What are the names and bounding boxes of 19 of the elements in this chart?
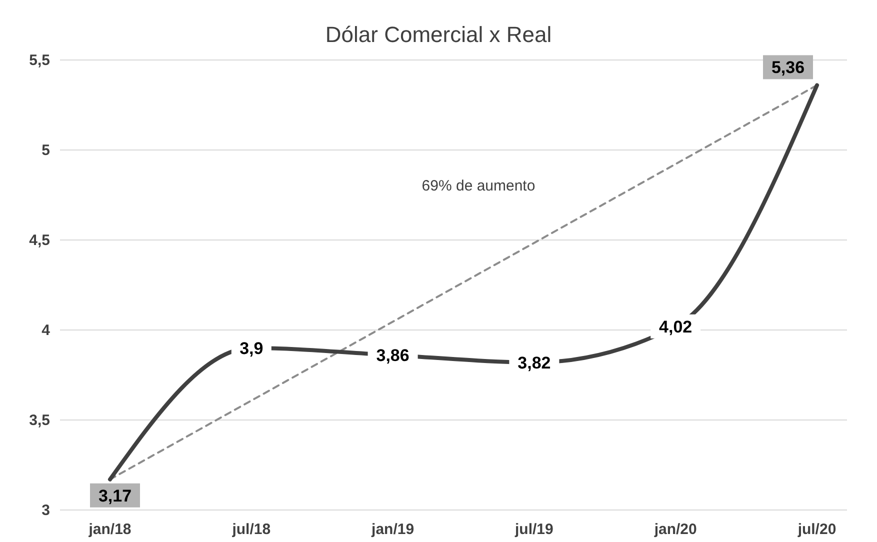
data-label: 3,17 [98,486,132,506]
y-tick-label: 3 [42,502,50,519]
y-tick-label: 4 [42,322,51,339]
x-tick-label: jul/18 [231,521,271,538]
y-tick-label: 5,5 [29,52,50,69]
x-tick-label: jan/18 [88,521,132,538]
x-tick-label: jul/19 [514,521,554,538]
data-label: 5,36 [771,58,805,78]
chart-title: Dólar Comercial x Real [325,22,552,47]
data-label: 3,82 [518,353,551,372]
x-tick-label: jul/20 [796,521,836,538]
y-tick-label: 4,5 [29,232,50,249]
x-tick-label: jan/20 [653,521,697,538]
y-tick-label: 3,5 [29,412,50,429]
x-tick-label: jan/19 [370,521,414,538]
annotation: 69% de aumento [422,178,536,194]
data-label: 4,02 [659,317,692,336]
y-tick-label: 5 [42,142,50,159]
data-label: 3,86 [376,346,410,366]
